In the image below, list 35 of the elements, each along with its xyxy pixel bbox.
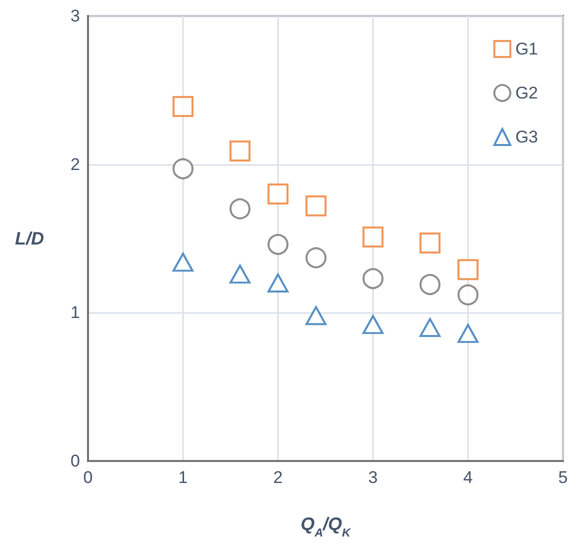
point xyxy=(420,232,440,254)
y-tick-label: 1 xyxy=(70,303,80,322)
point xyxy=(230,140,250,162)
point xyxy=(268,274,288,292)
point xyxy=(172,252,194,272)
legend-label: G1 xyxy=(515,40,538,58)
point xyxy=(172,96,194,117)
x-tick-label: 2 xyxy=(273,468,283,487)
point xyxy=(306,195,326,216)
x-tick-label: 0 xyxy=(83,468,93,487)
y-axis-title: L/D xyxy=(15,228,44,248)
point xyxy=(362,226,384,248)
point xyxy=(458,324,478,343)
point xyxy=(268,184,288,204)
legend-label: G3 xyxy=(515,128,538,146)
point xyxy=(362,315,384,334)
x-tick-label: 4 xyxy=(463,468,473,487)
point xyxy=(172,158,194,180)
x-tick-label: 5 xyxy=(558,468,568,487)
point xyxy=(268,234,288,255)
x-tick-label: 3 xyxy=(368,468,378,487)
point xyxy=(458,259,478,280)
point xyxy=(420,274,440,295)
point xyxy=(230,264,250,284)
point xyxy=(230,198,250,220)
point xyxy=(362,268,384,290)
point xyxy=(458,284,478,306)
point xyxy=(306,247,326,268)
point xyxy=(306,306,326,326)
y-tick-label: 3 xyxy=(70,6,80,26)
y-tick-label: 0 xyxy=(70,452,80,470)
x-tick-label: 1 xyxy=(178,468,188,487)
legend-label: G2 xyxy=(515,84,538,102)
y-tick-label: 2 xyxy=(70,154,80,174)
point xyxy=(420,318,440,337)
